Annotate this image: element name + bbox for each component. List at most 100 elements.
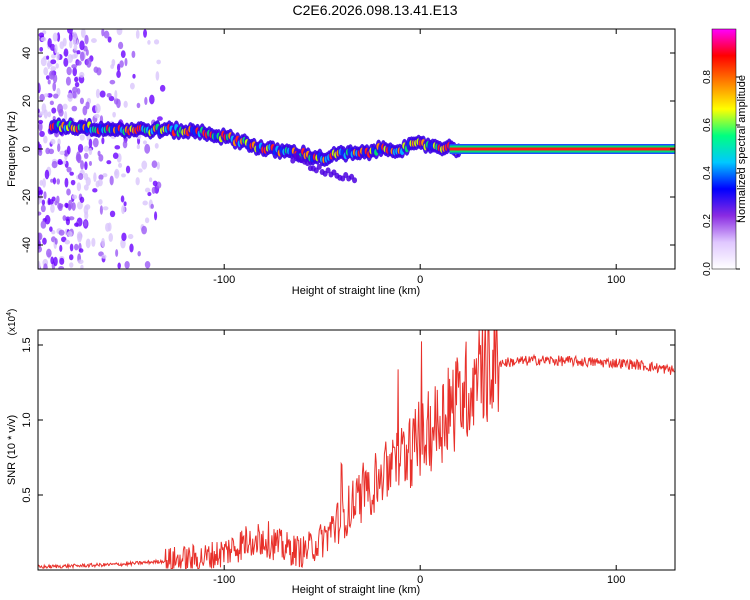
spectrogram-branch-blob (352, 177, 358, 184)
spectrogram-noise-blob (123, 201, 127, 207)
spectrogram-xtick-label: 0 (417, 274, 423, 286)
spectrogram-xtick-label: -100 (213, 274, 235, 286)
spectrogram-noise-blob (47, 111, 52, 118)
spectrogram-noise-blob (69, 171, 74, 176)
spectrogram-noise-blob (149, 177, 153, 183)
spectrogram-noise-blob (54, 43, 58, 54)
spectrogram-noise-blob (96, 67, 102, 76)
spectrogram-branch-blob (316, 163, 322, 170)
spectrogram-noise-blob (42, 178, 46, 188)
spectrogram-noise-blob (108, 233, 114, 242)
colorbar-scale (711, 28, 737, 270)
spectrogram-noise-blob (56, 195, 60, 204)
spectrogram-noise-blob (64, 202, 69, 208)
spectrogram-noise-blob (51, 107, 57, 114)
spectrogram-noise-blob (56, 32, 61, 42)
spectrogram-noise-blob (49, 100, 54, 106)
spectrogram-noise-blob (135, 29, 140, 39)
spectrogram-noise-blob (67, 92, 73, 102)
spectrogram-noise-blob (66, 188, 71, 196)
spectrogram-noise-blob (77, 173, 84, 181)
spectrogram-noise-blob (72, 37, 77, 45)
spectrogram-noise-blob (98, 154, 104, 162)
spectrogram-noise-blob (112, 152, 119, 159)
colorbar-tick-label: 0.8 (702, 70, 713, 84)
spectrogram-noise-blob (74, 81, 80, 88)
colorbar-ticks: 0.0 0.2 0.4 0.6 0.8 (702, 70, 740, 276)
spectrogram-noise-blob (75, 153, 81, 162)
spectrogram-noise-blob (77, 233, 82, 243)
spectrogram-noise-blob (77, 143, 84, 153)
spectrogram-noise-blob (79, 71, 85, 78)
spectrogram-noise-blob (76, 50, 81, 55)
spectrogram-noise-blob (64, 111, 68, 121)
spectrogram-noise-blob (110, 64, 115, 69)
spectrogram-ylabel: Frequency (Hz) (6, 111, 18, 187)
spectrogram-noise-blob (122, 140, 128, 149)
spectrogram-noise-blob (114, 89, 118, 100)
spectrogram-noise-blob (79, 40, 85, 51)
spectrogram-noise-blob (69, 40, 73, 49)
spectrogram-noise-blob (53, 256, 58, 267)
spectrogram-noise-blob (63, 57, 69, 67)
spectrogram-noise-blob (109, 175, 114, 186)
colorbar-tick-label: 0.6 (702, 118, 713, 132)
spectrogram-noise-blob (51, 230, 56, 235)
spectrogram-noise-blob (47, 197, 51, 206)
spectrogram-noise-blob (62, 215, 67, 221)
spectrogram-noise-blob (121, 205, 125, 215)
spectrogram-noise-blob (154, 211, 158, 221)
spectrogram-noise-blob (80, 29, 86, 38)
spectrogram-xtick-label: 100 (607, 274, 625, 286)
spectrogram-noise-blob (95, 103, 101, 114)
spectrogram-noise-blob (68, 199, 73, 210)
spectrogram-noise-blob (86, 57, 92, 68)
spectrogram-noise-blob (159, 84, 166, 92)
spectrogram-noise-blob (102, 173, 108, 178)
spectrogram-noise-blob (59, 41, 65, 50)
spectrogram-noise-blob (101, 29, 105, 37)
snr-series-line (38, 330, 675, 570)
spectrogram-noise-blob (92, 188, 98, 193)
spectrogram-noise-blob (101, 237, 105, 248)
spectrogram-noise-blob (66, 66, 72, 76)
spectrogram-noise-blob (99, 205, 103, 215)
snr-panel: -100 0 100 0.5 1.0 1.5 Height of straight lin… (6, 309, 676, 596)
spectrogram-noise-blob (101, 254, 107, 259)
spectrogram-noise-blob (88, 138, 93, 148)
spectrogram-noise-blob (153, 39, 160, 45)
snr-ytick-label: 1.5 (21, 337, 33, 352)
spectrogram-noise-blob (56, 52, 60, 61)
spectrogram-noise-blob (88, 147, 93, 156)
colorbar-tick-label: 0.2 (702, 214, 713, 228)
spectrogram-noise-blob (143, 29, 147, 38)
spectrogram-noise-blob (69, 262, 74, 268)
spectrogram-noise-blob (38, 32, 45, 38)
snr-xtick-label: 100 (607, 574, 625, 586)
spectrogram-noise-blob (136, 144, 141, 150)
spectrogram-noise-blob (79, 134, 85, 141)
spectrogram-noise-blob (70, 179, 76, 186)
spectrogram-noise-blob (57, 202, 63, 210)
spectrogram-noise-blob (59, 150, 65, 155)
colorbar-label: Normalized spectral amplitude (736, 75, 748, 223)
spectrogram-noise-blob (92, 137, 99, 148)
spectrogram-noise-blob (129, 82, 135, 90)
spectrogram-noise-blob (46, 248, 52, 258)
spectrogram-noise-blob (144, 187, 151, 193)
spectrogram-noise-blob (147, 40, 151, 45)
spectrogram-noise-blob (95, 88, 100, 99)
spectrogram-noise-blob (98, 174, 104, 181)
spectrogram-noise-blob (102, 206, 109, 211)
spectrogram-noise-blob (71, 105, 78, 112)
spectrogram-noise-blob (115, 249, 119, 257)
spectrogram-noise-blob (101, 137, 105, 145)
snr-ylabel: SNR (10 * v/v) (6, 415, 18, 485)
snr-ticks: -100 0 100 0.5 1.0 1.5 (21, 330, 675, 586)
spectrogram-noise-blob (68, 216, 75, 221)
spectrogram-ytick-label: 0 (21, 146, 33, 152)
spectrogram-noise-blob (47, 37, 52, 48)
spectrogram-noise-blob (38, 122, 43, 132)
spectrogram-noise-blob (79, 196, 85, 203)
